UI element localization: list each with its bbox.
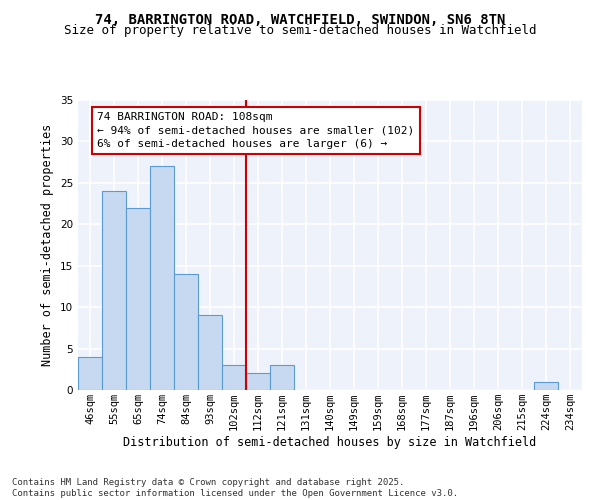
Y-axis label: Number of semi-detached properties: Number of semi-detached properties — [41, 124, 55, 366]
Bar — [126, 208, 150, 390]
Bar — [174, 274, 198, 390]
Bar — [222, 365, 246, 390]
Bar — [102, 191, 126, 390]
Bar — [78, 357, 102, 390]
Text: Contains HM Land Registry data © Crown copyright and database right 2025.
Contai: Contains HM Land Registry data © Crown c… — [12, 478, 458, 498]
Text: 74 BARRINGTON ROAD: 108sqm
← 94% of semi-detached houses are smaller (102)
6% of: 74 BARRINGTON ROAD: 108sqm ← 94% of semi… — [97, 112, 415, 149]
Bar — [534, 382, 558, 390]
Text: Distribution of semi-detached houses by size in Watchfield: Distribution of semi-detached houses by … — [124, 436, 536, 449]
Text: Size of property relative to semi-detached houses in Watchfield: Size of property relative to semi-detach… — [64, 24, 536, 37]
Bar — [150, 166, 174, 390]
Text: 74, BARRINGTON ROAD, WATCHFIELD, SWINDON, SN6 8TN: 74, BARRINGTON ROAD, WATCHFIELD, SWINDON… — [95, 12, 505, 26]
Bar — [246, 374, 270, 390]
Bar — [270, 365, 294, 390]
Bar — [198, 316, 222, 390]
